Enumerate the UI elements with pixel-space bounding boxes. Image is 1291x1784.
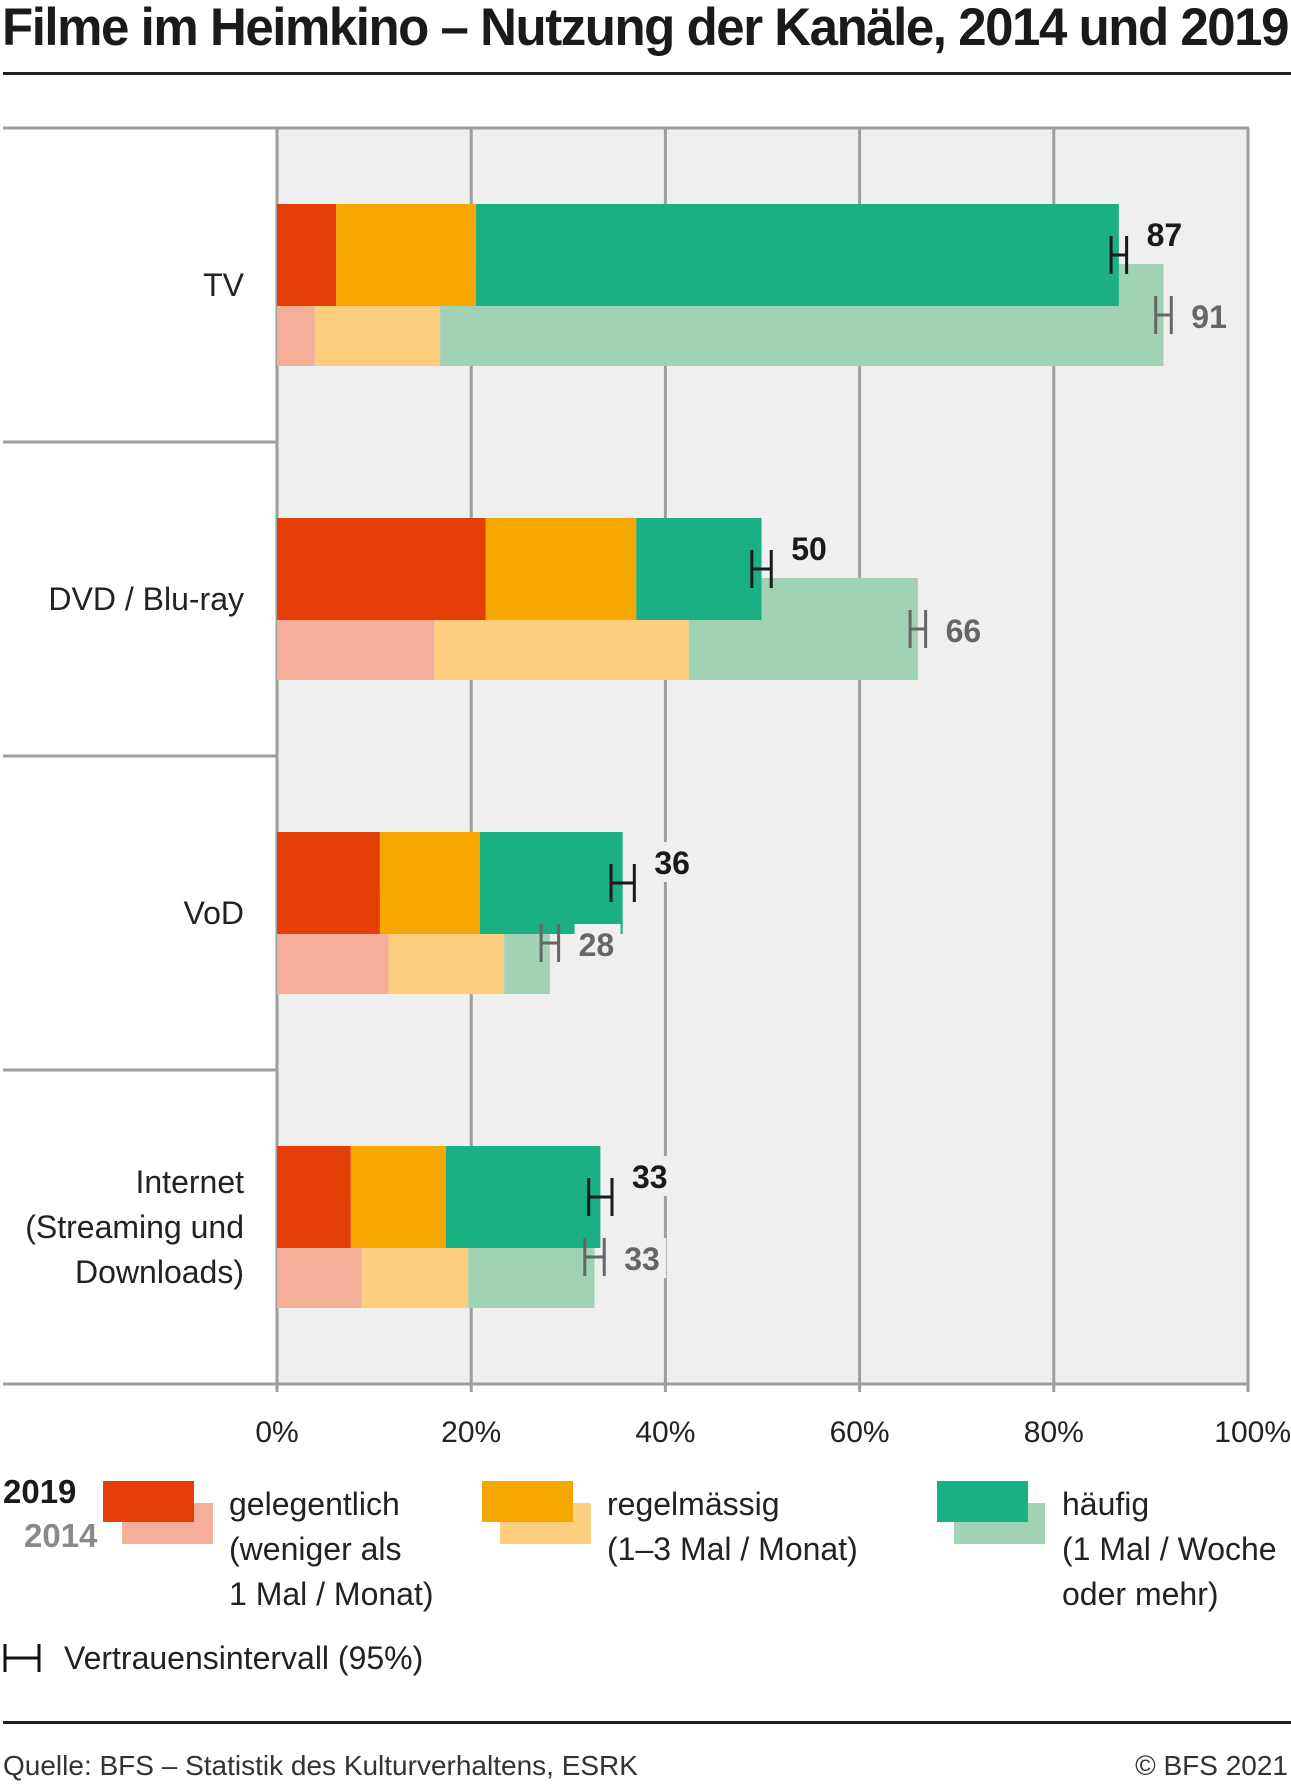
legend-swatch-regelmaessig-2019 [482,1481,573,1522]
category-label: Internet [135,1164,244,1200]
legend-label-line: (1 Mal / Woche [1062,1531,1277,1567]
bar-segment-haeufig-2019 [445,1146,601,1248]
value-label-background [574,924,621,964]
category-label: Downloads) [75,1254,244,1290]
value-label-background [620,1238,667,1278]
value-label-background [627,1156,674,1196]
legend-label-gelegentlich: gelegentlich (weniger als 1 Mal / Monat) [229,1482,434,1617]
confidence-interval-2019 [587,1178,614,1216]
legend-swatch-haeufig-2019 [937,1481,1028,1522]
bar-segment-haeufig-2019 [479,832,623,934]
legend-label-line: oder mehr) [1062,1576,1219,1612]
value-label-2014: 91 [1191,299,1227,335]
x-tick-label: 60% [830,1416,890,1449]
chart-title-text: Filme im Heimkino – Nutzung der Kanäle, … [2,0,1289,57]
category-label: DVD / Blu-ray [48,581,244,617]
confidence-interval-2019 [609,864,636,902]
legend-label-regelmaessig: regelmässig (1–3 Mal / Monat) [607,1482,858,1572]
x-tick-label: 0% [255,1416,298,1449]
legend-label-haeufig: häufig (1 Mal / Woche oder mehr) [1062,1482,1291,1617]
chart-title: Filme im Heimkino – Nutzung der Kanäle, … [2,0,1289,58]
value-label-2014: 28 [579,927,615,963]
confidence-interval-2014 [908,610,928,648]
bar-segment-haeufig-2019 [476,204,1119,306]
footer-rule [3,1721,1291,1724]
bar-segment-regelmaessig-2019 [336,204,477,306]
value-label-2019: 36 [654,845,690,881]
bar-segment-gelegentlich-2019 [277,204,337,306]
legend-year-2019: 2019 [3,1473,77,1510]
value-label-2014: 33 [624,1241,660,1277]
category-label: TV [203,267,245,303]
legend-label-line: (1–3 Mal / Monat) [607,1531,858,1567]
value-label-2019: 87 [1147,217,1183,253]
legend-label-line: häufig [1062,1486,1150,1522]
x-tick-label: 40% [635,1416,695,1449]
value-label-background [787,528,834,568]
legend-label-line: (weniger als [229,1531,402,1567]
x-tick-label: 80% [1024,1416,1084,1449]
confidence-interval-2014 [539,924,561,962]
value-label-2019: 33 [632,1159,668,1195]
value-label-2014: 66 [946,613,982,649]
confidence-interval-2019 [750,550,773,588]
value-label-background [1187,296,1234,336]
category-label: (Streaming und [25,1209,244,1245]
x-tick-label: 100% [1214,1416,1291,1449]
category-label: VoD [184,895,244,931]
stacked-bar-chart: 0% 20% 40% 60% 80% 100% TV 91 87 DVD / Blu-ray 66 5… [3,126,1291,1449]
x-tick-label: 20% [441,1416,501,1449]
value-label-background [941,610,988,650]
confidence-interval-2014 [583,1238,606,1276]
confidence-interval-icon [3,1644,41,1672]
source-note: Quelle: BFS – Statistik des Kulturverhal… [3,1750,638,1781]
confidence-interval-2014 [1154,296,1173,334]
bar-segment-regelmaessig-2019 [379,832,480,934]
bar-segment-regelmaessig-2019 [350,1146,446,1248]
confidence-interval-2019 [1109,236,1129,274]
value-label-2019: 50 [791,531,827,567]
copyright-note: © BFS 2021 [1135,1750,1288,1781]
legend-label-line: gelegentlich [229,1486,400,1522]
value-label-background [1142,214,1189,254]
bar-segment-gelegentlich-2019 [277,832,380,934]
legend-swatch-gelegentlich-2019 [103,1481,194,1522]
bar-segment-gelegentlich-2019 [277,1146,351,1248]
bar-segment-haeufig-2019 [636,518,762,620]
title-rule [3,72,1291,75]
bar-segment-regelmaessig-2019 [485,518,637,620]
legend-label-line: regelmässig [607,1486,780,1522]
legend-label-line: 1 Mal / Monat) [229,1576,434,1612]
legend-year-2014: 2014 [24,1517,98,1554]
bar-segment-gelegentlich-2019 [277,518,486,620]
value-label-background [650,842,697,882]
confidence-interval-label: Vertrauensintervall (95%) [64,1640,424,1676]
